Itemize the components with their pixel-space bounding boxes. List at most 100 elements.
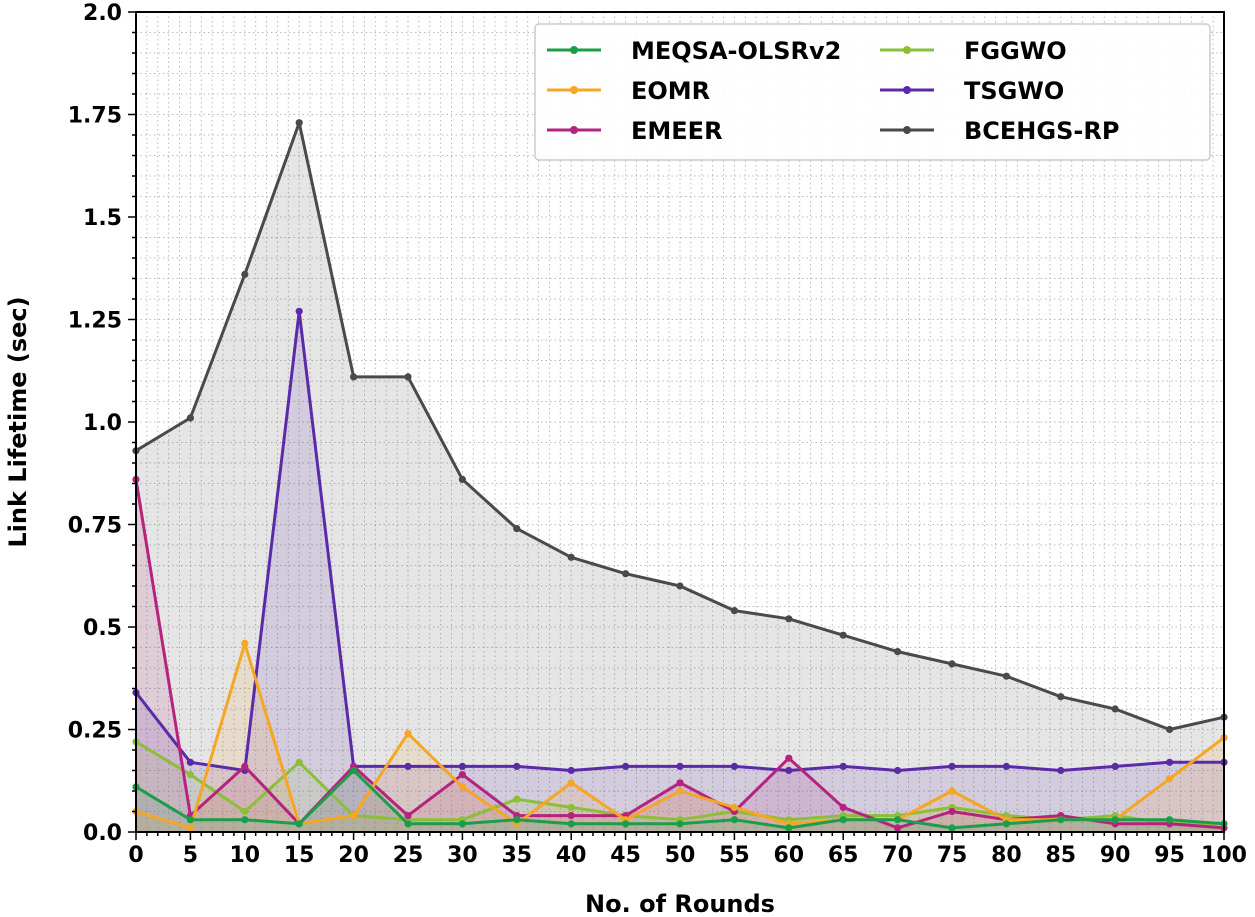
data-point <box>676 762 684 771</box>
legend-label: EOMR <box>631 77 710 105</box>
x-tick-label: 0 <box>128 843 143 868</box>
data-point <box>295 119 303 127</box>
data-point <box>1166 816 1174 824</box>
x-tick-label: 35 <box>501 843 532 868</box>
x-tick-label: 70 <box>882 843 913 868</box>
data-point <box>458 771 466 779</box>
x-tick-label: 5 <box>183 843 198 868</box>
data-point <box>241 816 249 824</box>
data-point <box>1166 775 1174 783</box>
legend-item-emeer: EMEER <box>547 117 723 145</box>
data-point <box>186 816 194 824</box>
data-point <box>513 795 521 803</box>
data-point <box>295 758 303 766</box>
legend-swatch-marker <box>570 126 578 134</box>
series-fill-bcehgs-rp <box>136 122 1224 832</box>
y-tick-label: 1.5 <box>83 206 122 231</box>
data-point <box>948 762 956 771</box>
data-point <box>513 525 521 533</box>
data-point <box>513 762 521 771</box>
legend-label: FGGWO <box>964 37 1067 65</box>
legend-label: MEQSA-OLSRv2 <box>631 37 841 65</box>
data-point <box>404 812 412 820</box>
legend-swatch-marker <box>570 46 578 54</box>
data-point <box>894 816 902 824</box>
data-point <box>513 816 521 824</box>
data-point <box>458 820 466 828</box>
y-tick-label: 1.25 <box>68 309 122 334</box>
data-point <box>839 816 847 824</box>
x-tick-label: 40 <box>556 843 587 868</box>
data-point <box>839 803 847 812</box>
legend: MEQSA-OLSRv2 EOMR EMEER FGGWO TSGWO BCEHGS-RP <box>534 23 1211 161</box>
x-tick-label: 50 <box>665 843 696 868</box>
data-point <box>404 373 412 381</box>
series-fill-emeer <box>136 479 1224 832</box>
x-tick-label: 85 <box>1045 843 1076 868</box>
data-point <box>295 820 303 828</box>
data-point <box>1002 672 1011 680</box>
data-point <box>241 807 249 816</box>
data-point <box>567 553 575 561</box>
y-tick-label: 0.75 <box>68 514 122 539</box>
data-point <box>785 615 793 623</box>
legend-item-meqsa-olsrv2: MEQSA-OLSRv2 <box>547 37 841 65</box>
legend-label: BCEHGS-RP <box>964 117 1119 145</box>
data-point <box>730 607 739 615</box>
data-point <box>241 270 249 278</box>
axis-ticks: 0 5 10 15 20 25 30 35 40 45 50 55 60 65 70 75 80 85 90 95 10… <box>68 1 1247 868</box>
data-point <box>1166 725 1174 734</box>
x-tick-label: 95 <box>1154 843 1185 868</box>
data-point <box>839 631 847 639</box>
x-axis-label: No. of Rounds <box>585 890 775 917</box>
data-point <box>1111 816 1119 824</box>
x-tick-label: 75 <box>937 843 968 868</box>
data-point <box>241 762 249 771</box>
data-point <box>350 766 358 775</box>
data-point <box>350 812 358 820</box>
series-meqsa-olsrv2 <box>132 766 1228 832</box>
data-point <box>730 762 739 771</box>
data-point <box>458 762 466 771</box>
series-fill-tsgwo <box>136 311 1224 832</box>
data-point <box>1057 816 1065 824</box>
legend-swatch-marker <box>903 46 911 54</box>
y-tick-label: 1.0 <box>83 411 122 436</box>
data-point <box>622 570 630 578</box>
y-tick-label: 2.0 <box>83 1 122 26</box>
data-point <box>295 307 303 315</box>
data-point <box>676 820 684 828</box>
data-point <box>948 824 956 832</box>
data-point <box>567 820 575 828</box>
data-point <box>241 639 249 648</box>
x-tick-label: 65 <box>828 843 859 868</box>
data-point <box>948 660 956 668</box>
data-point <box>350 373 358 381</box>
legend-swatch-marker <box>903 86 911 94</box>
data-point <box>567 766 575 775</box>
x-tick-label: 60 <box>773 843 804 868</box>
x-tick-label: 20 <box>338 843 369 868</box>
data-point <box>567 779 575 787</box>
y-tick-label: 0.5 <box>83 616 122 641</box>
series-fill-eomr <box>136 643 1224 832</box>
x-tick-label: 10 <box>229 843 260 868</box>
data-point <box>676 787 684 795</box>
grid <box>135 11 1225 833</box>
data-point <box>894 648 902 656</box>
y-axis-label: Link Lifetime (sec) <box>4 296 32 547</box>
legend-box <box>534 23 1211 161</box>
data-point <box>622 820 630 828</box>
data-point <box>676 779 684 787</box>
data-point <box>785 824 793 832</box>
y-tick-label: 0.25 <box>68 719 122 744</box>
data-point <box>404 820 412 828</box>
data-point <box>1002 820 1011 828</box>
data-point <box>948 807 956 816</box>
y-tick-label: 1.75 <box>68 104 122 129</box>
x-tick-label: 15 <box>284 843 315 868</box>
data-point <box>676 582 684 590</box>
data-point <box>1002 762 1011 771</box>
legend-item-fggwo: FGGWO <box>880 37 1067 65</box>
